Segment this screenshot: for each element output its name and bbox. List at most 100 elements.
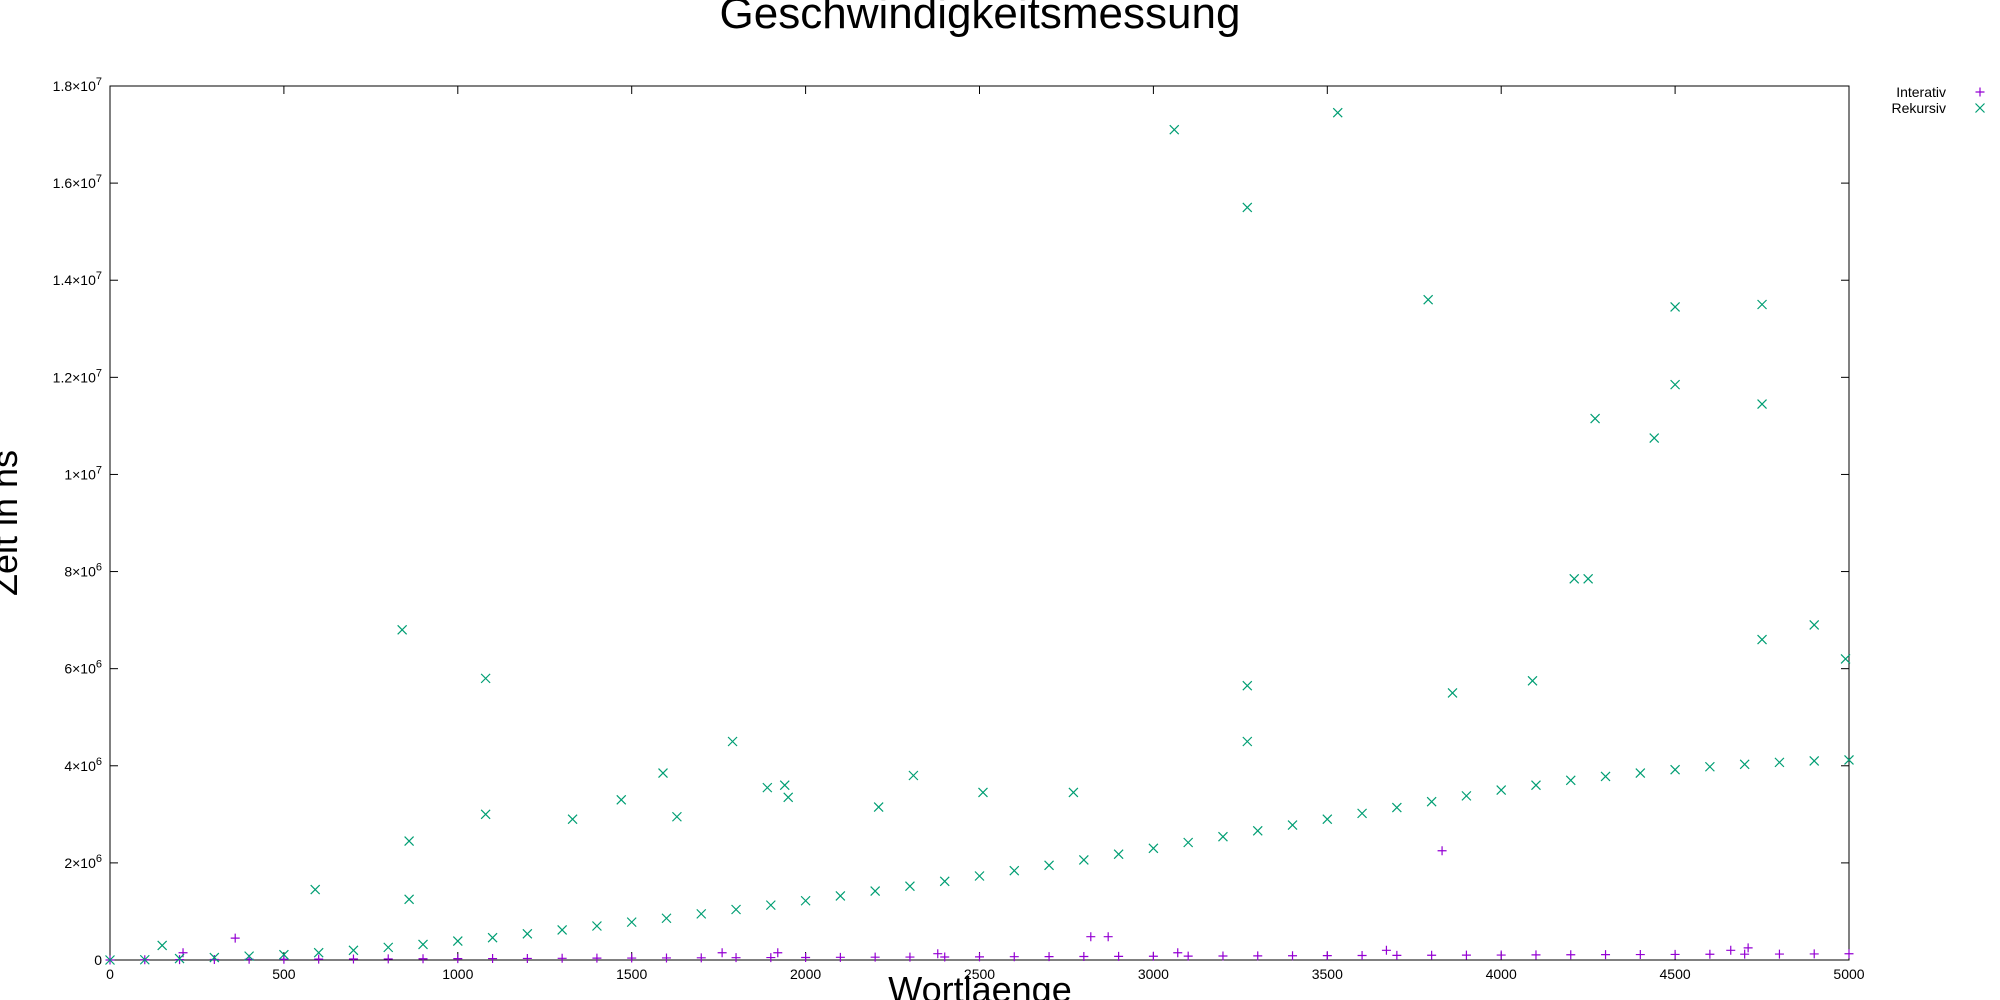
data-point [1809,620,1820,630]
x-axis-label: Wortlaenge [888,969,1071,1000]
data-point [1009,865,1020,876]
x-tick-label: 4000 [1486,966,1517,982]
data-point [157,940,168,951]
data-point [1252,825,1263,836]
data-point [209,952,220,963]
data-point [1757,634,1767,645]
x-tick-label: 4500 [1660,966,1691,982]
data-point [592,953,602,963]
data-point [1704,761,1715,772]
y-tick-label: 8×106 [64,562,102,580]
y-tick-label: 6×106 [64,659,102,677]
data-point [397,624,408,635]
data-point [1527,675,1538,686]
data-point [1635,950,1645,960]
data-point [522,953,532,963]
data-point [567,814,578,825]
data-point [480,809,491,820]
data-point [905,881,915,892]
data-point [773,948,783,958]
data-point [1357,951,1367,961]
y-tick-label: 1.4×107 [53,270,102,288]
data-point [1287,820,1298,830]
data-point [105,955,115,965]
data-point [1583,573,1594,584]
data-point [1670,949,1680,959]
data-point [1461,790,1472,801]
data-point [1566,950,1576,960]
data-point [661,953,671,963]
data-point [1086,932,1096,942]
data-point [1496,950,1506,960]
data-point [383,954,393,964]
data-point [1705,949,1715,959]
data-point [717,948,727,958]
data-point [1461,950,1471,960]
x-tick-label: 500 [272,966,296,982]
data-point [1068,787,1079,798]
data-point [348,954,358,964]
data-point [209,955,219,965]
data-point [1169,124,1180,135]
data-point [1423,294,1434,305]
y-tick-label: 1×107 [64,464,102,482]
x-tick-label: 0 [106,966,114,982]
data-point [1774,949,1784,959]
data-point [974,871,985,881]
data-point [1242,202,1253,213]
data-point [1739,759,1750,770]
data-point [1148,843,1159,854]
data-point [1740,949,1750,959]
data-point [978,787,988,798]
data-point [1670,764,1681,775]
data-point [557,953,567,963]
data-point [766,953,776,963]
data-point [870,886,881,896]
data-point [383,942,394,953]
data-point [801,952,811,962]
data-point [1114,951,1124,961]
data-point [1103,932,1113,942]
data-point [557,924,568,935]
data-point [1044,952,1054,962]
data-point [1427,950,1437,960]
data-point [1565,775,1576,786]
x-tick-label: 3000 [1138,966,1169,982]
legend-marker [1975,103,1985,113]
data-point [1218,951,1228,961]
data-point [1078,855,1089,865]
data-point [1183,837,1194,848]
data-point [313,947,324,958]
data-point [404,894,415,905]
x-tick-label: 1500 [616,966,647,982]
data-point [1437,846,1447,856]
data-point [870,952,880,962]
y-tick-label: 2×106 [64,853,102,871]
data-point [1322,814,1333,825]
data-point [731,953,741,963]
y-tick-label: 4×106 [64,756,102,774]
data-point [939,876,950,887]
data-point [765,900,776,911]
data-point [940,952,950,962]
data-point [1447,688,1458,698]
data-point [1635,768,1646,778]
data-point [1569,573,1580,584]
data-point [800,895,811,906]
data-point [487,932,498,943]
legend-label: Interativ [1896,84,1946,100]
series-interativ [105,846,1854,965]
data-point [1253,951,1263,961]
y-tick-label: 1.6×107 [53,173,102,191]
data-point [480,673,491,684]
data-point [1600,771,1611,782]
x-tick-label: 2500 [964,966,995,982]
data-point [1670,302,1681,312]
data-point [671,811,682,822]
data-point [905,952,915,962]
y-axis-label: Zeit in ns [0,450,25,596]
data-point [762,782,773,793]
data-point [661,913,672,924]
data-point [1757,299,1767,310]
data-point [452,936,463,946]
